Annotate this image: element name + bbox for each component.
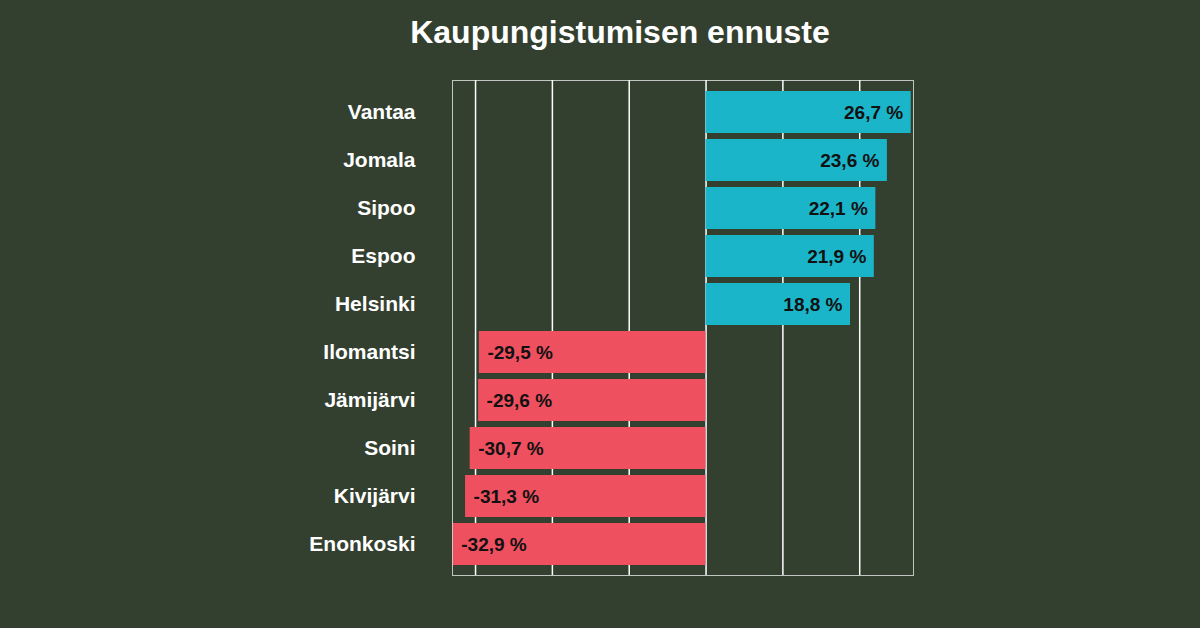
svg-text:18,8 %: 18,8 % xyxy=(783,294,842,315)
svg-text:Espoo: Espoo xyxy=(351,244,415,267)
svg-text:-32,9 %: -32,9 % xyxy=(461,534,527,555)
html-text:Kaupungistumisen ennuste: Kaupungistumisen ennuste xyxy=(410,14,830,50)
svg-text:Kivijärvi: Kivijärvi xyxy=(334,484,416,507)
svg-text:23,6 %: 23,6 % xyxy=(820,150,879,171)
svg-text:21,9 %: 21,9 % xyxy=(807,246,866,267)
svg-text:Soini: Soini xyxy=(364,436,415,459)
svg-text:Ilomantsi: Ilomantsi xyxy=(323,340,415,363)
svg-text:-30,7 %: -30,7 % xyxy=(478,438,544,459)
svg-text:Vantaa: Vantaa xyxy=(348,100,416,123)
svg-text:Enonkoski: Enonkoski xyxy=(309,532,415,555)
svg-text:Sipoo: Sipoo xyxy=(357,196,415,219)
svg-text:26,7 %: 26,7 % xyxy=(844,102,903,123)
svg-text:Helsinki: Helsinki xyxy=(335,292,416,315)
svg-text:22,1 %: 22,1 % xyxy=(809,198,868,219)
svg-text:Jomala: Jomala xyxy=(343,148,416,171)
svg-text:Jämijärvi: Jämijärvi xyxy=(324,388,415,411)
svg-text:-29,6 %: -29,6 % xyxy=(487,390,553,411)
svg-text:-29,5 %: -29,5 % xyxy=(487,342,553,363)
svg-text:-31,3 %: -31,3 % xyxy=(474,486,540,507)
